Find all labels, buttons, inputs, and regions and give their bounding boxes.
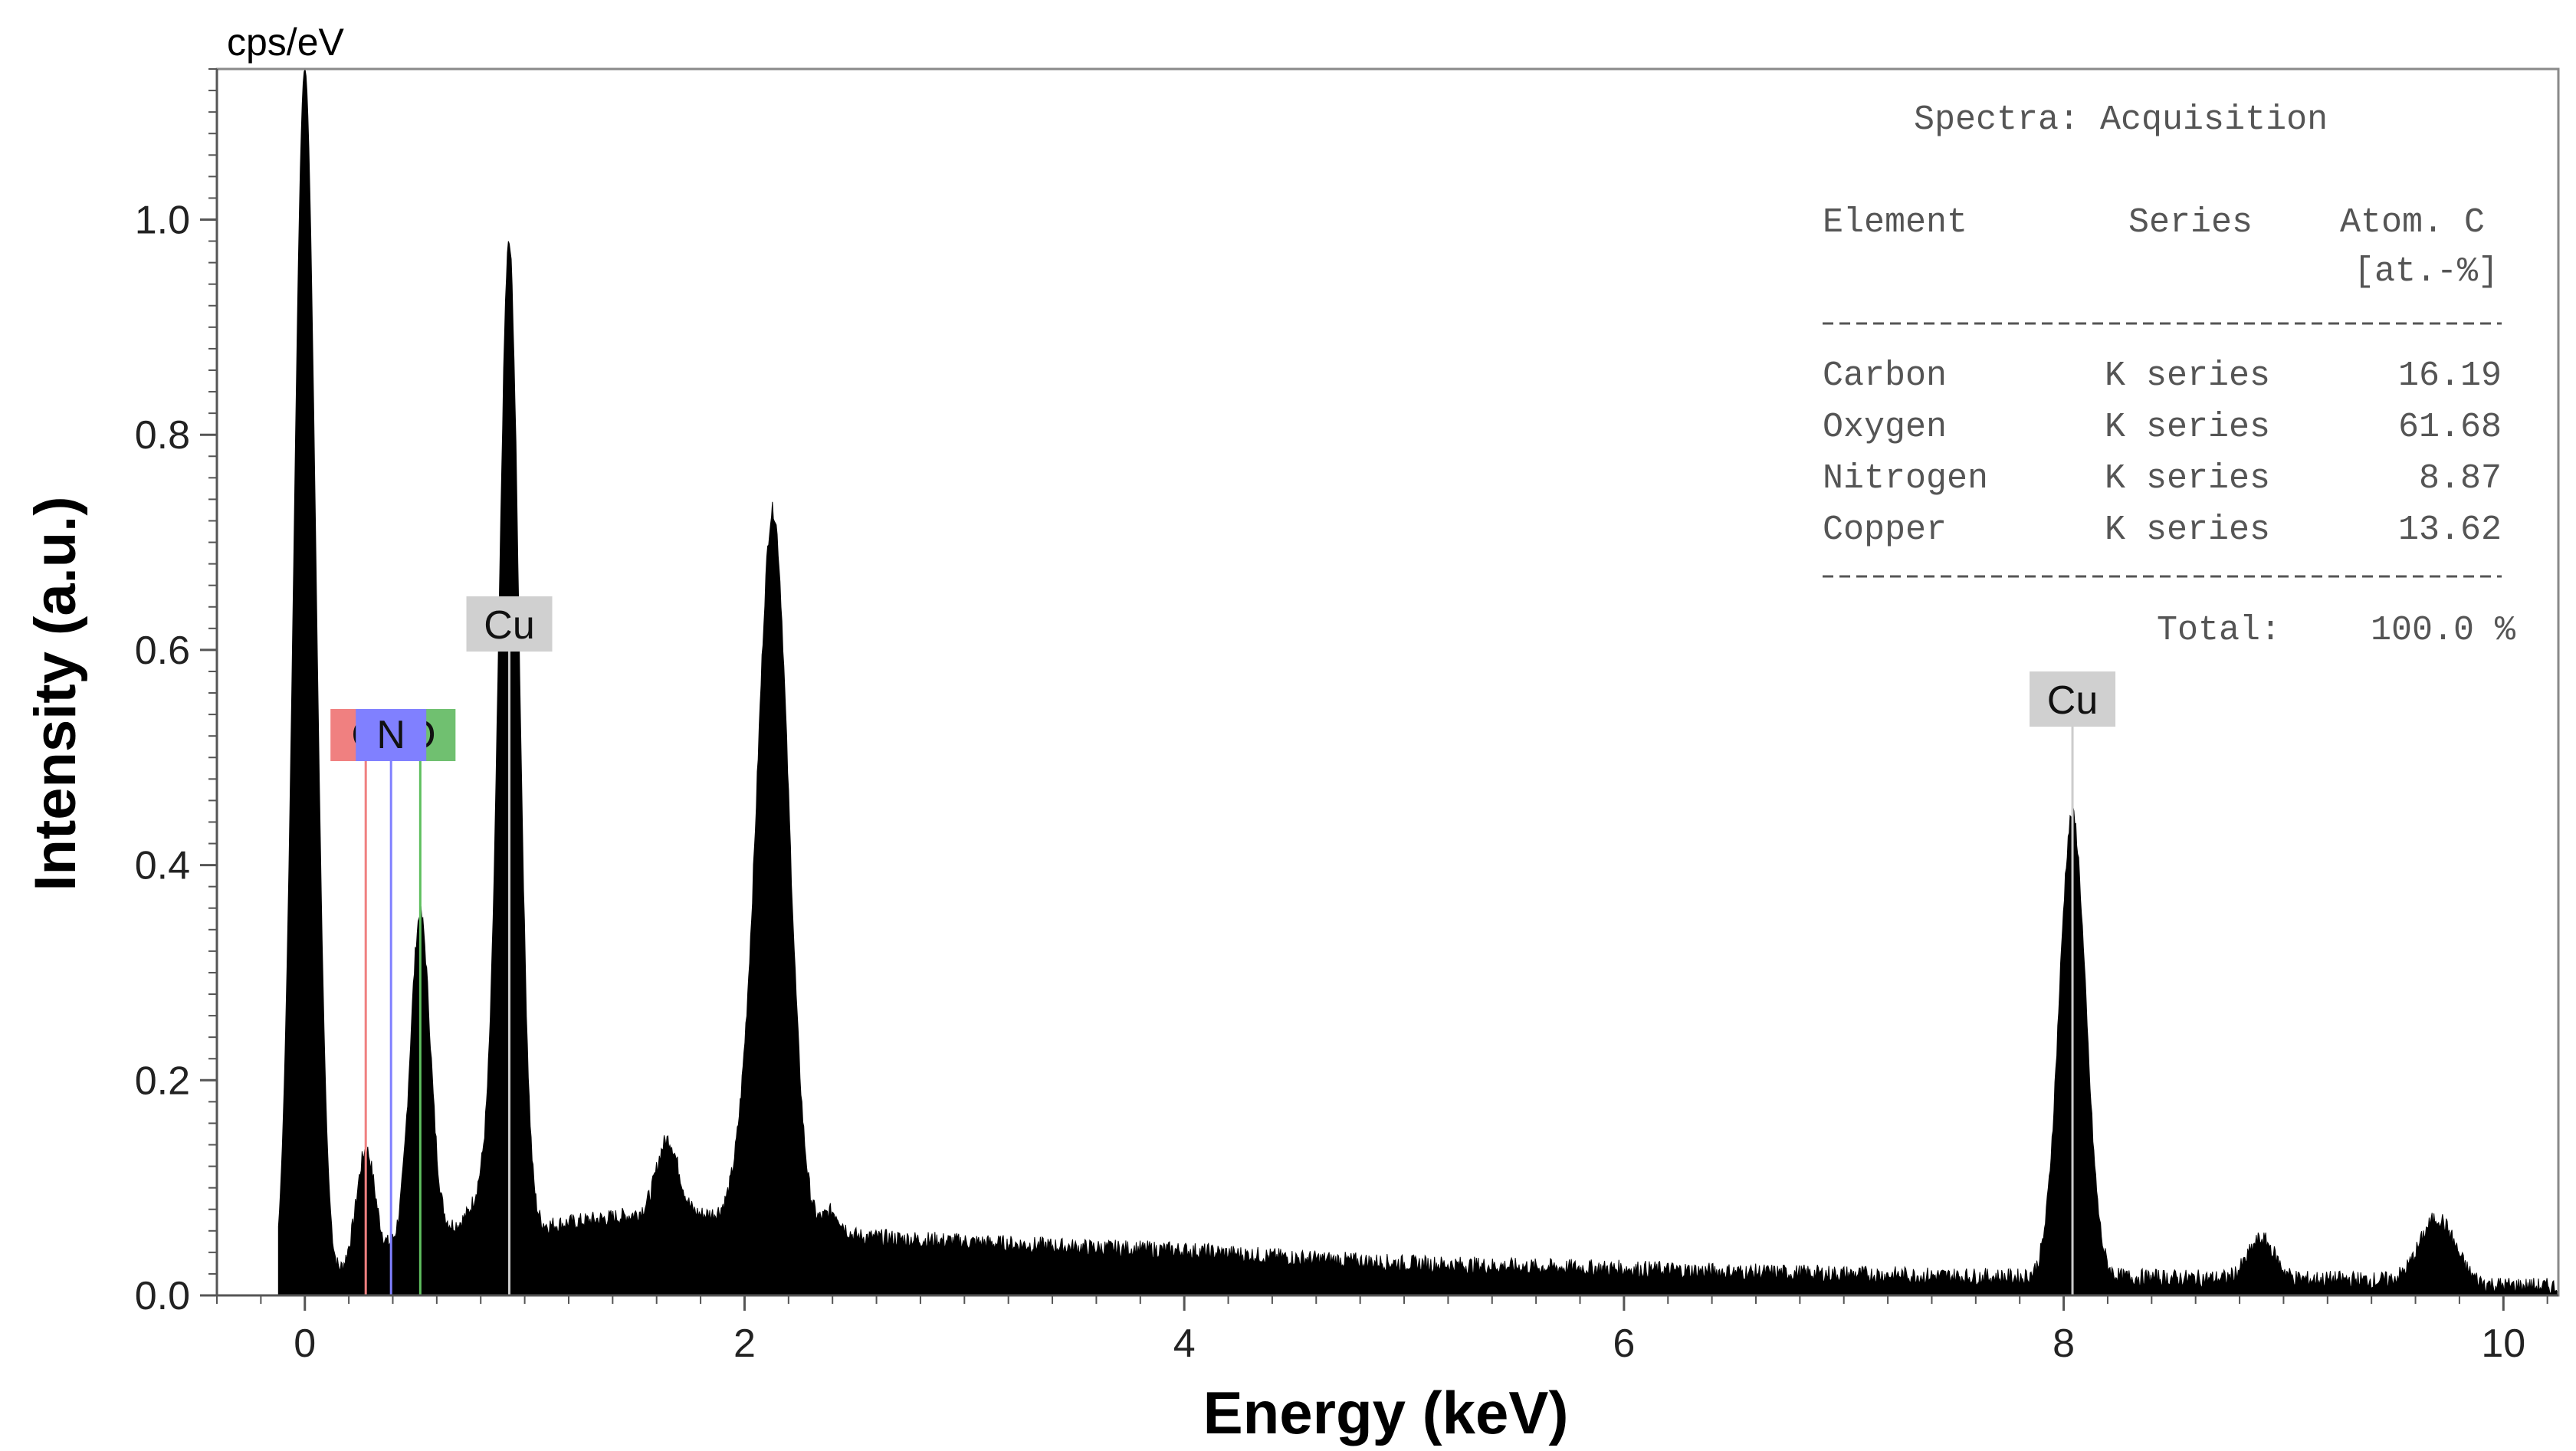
element-label: N	[376, 713, 405, 757]
row-value: 61.68	[2398, 408, 2502, 447]
column-header-series: Series	[2128, 203, 2253, 242]
total-value: 100.0 %	[2371, 611, 2516, 650]
row-value: 13.62	[2398, 510, 2502, 550]
results-table-heading: Spectra: Acquisition	[1914, 100, 2328, 140]
row-value: 16.19	[2398, 356, 2502, 396]
row-value: 8.87	[2419, 459, 2502, 498]
row-element: Carbon	[1823, 356, 1947, 396]
element-label: Cu	[2047, 678, 2098, 723]
y-tick-label: 1.0	[135, 198, 190, 242]
column-header-element: Element	[1823, 203, 1967, 242]
y-axis-title: Intensity (a.u.)	[23, 496, 88, 891]
column-header-units: [at.-%]	[2354, 252, 2499, 291]
x-tick-label: 4	[1173, 1321, 1196, 1366]
spectrum-area	[277, 69, 2559, 1296]
x-tick-label: 0	[294, 1321, 316, 1366]
y-tick-label: 0.6	[135, 629, 190, 673]
y-tick-label: 0.2	[135, 1059, 190, 1103]
y-tick-label: 0.0	[135, 1274, 190, 1318]
row-series: K series	[2105, 510, 2270, 550]
row-element: Oxygen	[1823, 408, 1947, 447]
tick-layer: 0 2 4 6 8 10 0.0 0.2 0.4 0.6 0.8 1.0	[135, 68, 2548, 1366]
row-series: K series	[2105, 356, 2270, 396]
element-label-box	[2030, 671, 2116, 727]
row-series: K series	[2105, 408, 2270, 447]
total-label: Total:	[2157, 611, 2281, 650]
y-tick-label: 0.4	[135, 844, 190, 888]
spectrum-layer	[277, 69, 2559, 1296]
element-label-box	[356, 709, 427, 761]
element-marker-layer: CONCuCu	[330, 596, 2116, 1295]
plot-frame	[215, 67, 2560, 1297]
x-tick-label: 8	[2053, 1321, 2075, 1366]
y-unit-label: cps/eV	[227, 21, 345, 64]
element-label-box	[466, 596, 553, 652]
column-header-atom-c: Atom. C	[2340, 203, 2485, 242]
row-element: Copper	[1823, 510, 1947, 550]
y-tick-label: 0.8	[135, 413, 190, 458]
results-table: Spectra: Acquisition Element Series Atom…	[1823, 100, 2516, 650]
element-label: Cu	[484, 603, 534, 648]
row-element: Nitrogen	[1823, 459, 1988, 498]
x-axis-title: Energy (keV)	[1203, 1379, 1569, 1446]
x-tick-label: 2	[733, 1321, 756, 1366]
row-series: K series	[2105, 459, 2270, 498]
x-tick-label: 10	[2481, 1321, 2525, 1366]
x-tick-label: 6	[1613, 1321, 1635, 1366]
